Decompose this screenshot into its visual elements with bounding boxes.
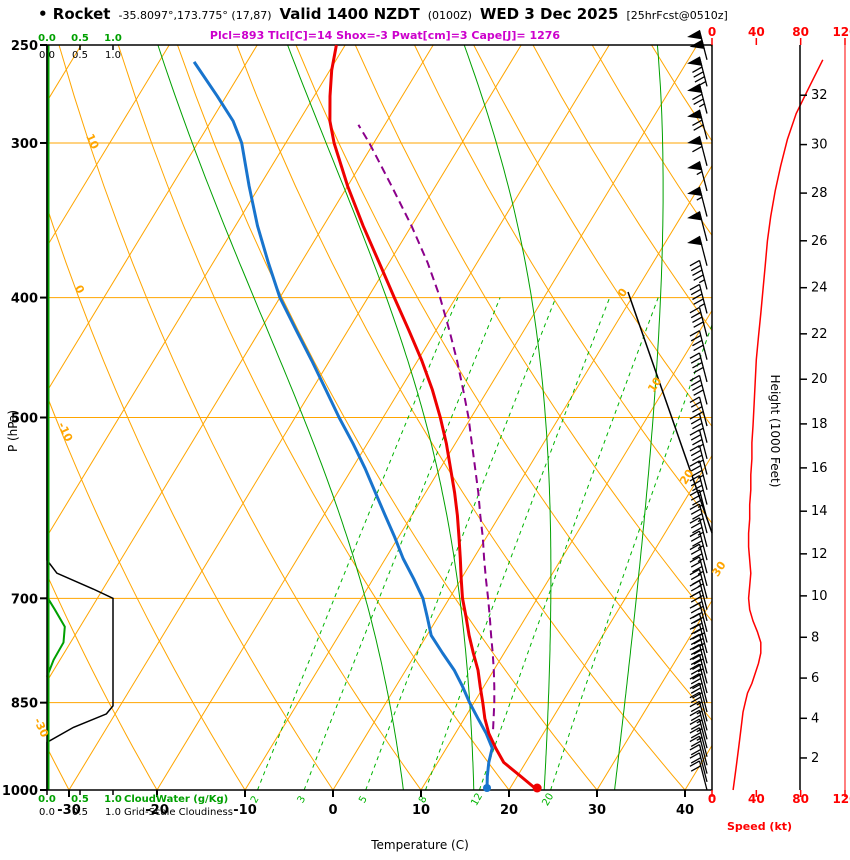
svg-text:0: 0 — [328, 803, 337, 818]
svg-text:8: 8 — [417, 794, 430, 805]
svg-text:8: 8 — [811, 630, 819, 645]
svg-text:0.0: 0.0 — [38, 33, 56, 44]
svg-text:1.0: 1.0 — [104, 794, 122, 805]
svg-text:0.5: 0.5 — [71, 33, 89, 44]
svg-text:3: 3 — [296, 794, 309, 805]
svg-text:0.0: 0.0 — [39, 50, 55, 61]
svg-text:18: 18 — [811, 417, 828, 432]
svg-text:40: 40 — [748, 25, 765, 39]
svg-text:20: 20 — [500, 803, 518, 818]
svg-text:-10: -10 — [55, 420, 75, 444]
svg-text:850: 850 — [11, 697, 38, 712]
pressure-axis-label: P (hPa) — [6, 409, 20, 453]
surface-temp-dot — [532, 783, 542, 793]
surface-dewpoint-dot — [483, 784, 491, 792]
svg-text:32: 32 — [811, 88, 828, 103]
svg-text:5: 5 — [357, 794, 370, 805]
parcel-curve — [357, 124, 496, 730]
svg-text:26: 26 — [811, 234, 828, 249]
svg-text:22: 22 — [811, 327, 828, 342]
mixing-ratio-lines — [257, 297, 712, 790]
svg-text:1.0: 1.0 — [105, 807, 121, 818]
temperature-ticks: -30 -20 -10 0 10 20 30 40 — [57, 790, 694, 818]
svg-text:80: 80 — [792, 792, 809, 806]
valid-date: WED 3 Dec 2025 — [479, 5, 619, 23]
svg-text:300: 300 — [11, 137, 38, 152]
speed-panel: 0 0 40 40 80 80 120 120 — [708, 25, 850, 806]
svg-text:0: 0 — [708, 792, 716, 806]
svg-text:16: 16 — [811, 461, 828, 476]
svg-text:120: 120 — [832, 792, 850, 806]
svg-text:0.0: 0.0 — [38, 794, 56, 805]
orange-grid — [47, 45, 712, 790]
svg-text:30: 30 — [588, 803, 606, 818]
svg-text:6: 6 — [811, 671, 819, 686]
moist-adiabats — [157, 45, 664, 790]
height-axis-label: Height (1000 Feet) — [768, 374, 782, 488]
mixing-ratio-labels: 2 3 5 8 12 20 — [249, 791, 556, 808]
svg-text:-10: -10 — [233, 803, 257, 818]
svg-text:40: 40 — [676, 803, 694, 818]
svg-text:1000: 1000 — [2, 784, 38, 799]
svg-text:30: 30 — [811, 138, 828, 153]
valid-zulu: (0100Z) — [427, 9, 472, 22]
svg-text:20: 20 — [811, 372, 828, 387]
svg-text:12: 12 — [469, 791, 485, 808]
pressure-ticks: 250 300 400 500 700 850 1000 — [2, 39, 47, 799]
svg-text:2: 2 — [249, 794, 262, 805]
svg-text:0.5: 0.5 — [71, 794, 89, 805]
svg-text:4: 4 — [811, 711, 819, 726]
svg-text:1.0: 1.0 — [104, 33, 122, 44]
svg-text:250: 250 — [11, 39, 38, 54]
svg-text:1.0: 1.0 — [105, 50, 121, 61]
svg-text:0.0: 0.0 — [39, 807, 55, 818]
svg-text:12: 12 — [811, 547, 828, 562]
svg-text:400: 400 — [11, 292, 38, 307]
svg-text:700: 700 — [11, 592, 38, 607]
svg-text:10: 10 — [83, 132, 101, 152]
svg-text:20: 20 — [540, 791, 556, 808]
svg-text:10: 10 — [645, 375, 664, 395]
station-coords: -35.8097°,173.775° (17,87) — [118, 9, 272, 22]
temperature-curve — [328, 44, 542, 793]
svg-text:28: 28 — [811, 186, 828, 201]
station-name: • Rocket — [38, 5, 111, 23]
stability-indices: Plcl=893 Tlcl[C]=14 Shox=-3 Pwat[cm]=3 C… — [209, 29, 561, 42]
svg-text:10: 10 — [412, 803, 430, 818]
svg-text:0: 0 — [708, 25, 716, 39]
svg-text:0.5: 0.5 — [72, 50, 88, 61]
dewpoint-curve — [192, 61, 494, 792]
svg-text:-30: -30 — [57, 803, 81, 818]
forecast-run: [25hrFcst@0510z] — [626, 9, 728, 22]
valid-time: Valid 1400 NZDT — [279, 5, 420, 23]
cloudwater-profile — [46, 45, 66, 790]
svg-text:80: 80 — [792, 25, 809, 39]
svg-text:14: 14 — [811, 504, 828, 519]
svg-text:10: 10 — [811, 589, 828, 604]
svg-text:0.5: 0.5 — [72, 807, 88, 818]
svg-text:2: 2 — [811, 751, 819, 766]
svg-text:120: 120 — [832, 25, 850, 39]
svg-text:24: 24 — [811, 281, 828, 296]
svg-text:CloudWater (g/Kg): CloudWater (g/Kg) — [124, 794, 228, 805]
speed-axis-label: Speed (kt) — [727, 820, 793, 833]
svg-text:-20: -20 — [145, 803, 169, 818]
temperature-axis-label: Temperature (C) — [371, 838, 469, 852]
title-bar: • Rocket -35.8097°,173.775° (17,87) Vali… — [38, 5, 728, 23]
cloud-scales: 0.00.00.00.00.50.50.50.51.01.01.01.0Clou… — [38, 33, 233, 818]
cloudiness-profile — [46, 45, 114, 790]
wind-barbs — [687, 29, 708, 791]
svg-text:500: 500 — [11, 412, 38, 427]
svg-text:Grid-Scale Cloudiness: Grid-Scale Cloudiness — [124, 807, 233, 818]
svg-text:40: 40 — [748, 792, 765, 806]
